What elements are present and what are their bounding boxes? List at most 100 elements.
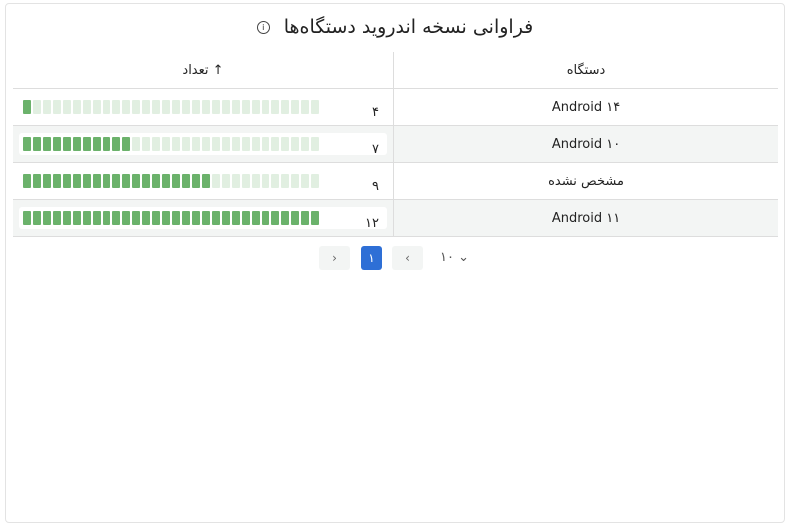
bar-segment [142, 211, 151, 225]
bar-segment [172, 174, 180, 188]
bar-segment [182, 137, 190, 151]
bar-segment [23, 211, 31, 225]
bar-segment [271, 174, 280, 188]
bar-segment [92, 100, 101, 114]
bar-segment [182, 211, 190, 225]
bar-segment [201, 174, 210, 188]
table-row: Android ۱۰ ۷ [13, 125, 778, 163]
bar-segment [122, 137, 131, 151]
bar-segment [142, 174, 151, 188]
pagination: › ۱ ‹ ۱۰ ⌄ [0, 246, 791, 270]
device-cell: Android ۱۱ [393, 199, 778, 237]
count-value: ۷ [372, 142, 379, 157]
bar-segment [201, 137, 210, 151]
prev-page-button[interactable]: ‹ [392, 246, 423, 270]
count-value: ۹ [372, 179, 379, 194]
bar-segment [211, 137, 220, 151]
bar-segment [32, 137, 41, 151]
chevron-down-icon: ⌄ [458, 250, 470, 265]
bar-segment [271, 100, 280, 114]
bar-segment [301, 211, 310, 225]
bar-segment [281, 100, 290, 114]
bar-segment [191, 211, 200, 225]
bar-segment [311, 100, 320, 114]
bar-segment [92, 137, 101, 151]
bar-segment [52, 211, 61, 225]
bar-segment [62, 211, 71, 225]
bar-segment [162, 211, 171, 225]
bar-segment [271, 137, 280, 151]
count-cell: ۹ [13, 162, 394, 200]
bar-segment [112, 100, 121, 114]
bar-segment [32, 211, 41, 225]
bar-segment [82, 174, 91, 188]
bar-segment [23, 174, 31, 188]
bar-segment [251, 137, 260, 151]
page-size-select[interactable]: ۱۰ ⌄ [440, 246, 469, 270]
bar-segment [42, 174, 51, 188]
count-bar [23, 100, 320, 114]
bar-segment [82, 211, 91, 225]
bar-segment [241, 211, 250, 225]
bar-segment [221, 137, 230, 151]
bar-segment [221, 174, 230, 188]
sort-arrow-icon: ↑ [212, 62, 224, 78]
bar-segment [122, 211, 131, 225]
bar-segment [251, 211, 260, 225]
bar-segment [72, 174, 81, 188]
bar-segment [191, 137, 200, 151]
bar-segment [102, 137, 111, 151]
bar-segment [251, 174, 260, 188]
bar-segment [62, 100, 71, 114]
bar-segment [311, 211, 320, 225]
bar-segment [92, 174, 101, 188]
bar-segment [142, 137, 151, 151]
bar-segment [221, 100, 230, 114]
bar-segment [72, 100, 81, 114]
bar-segment [62, 137, 71, 151]
bar-segment [32, 100, 41, 114]
bar-segment [182, 100, 190, 114]
bar-segment [102, 100, 111, 114]
header-count-label: تعداد [182, 62, 209, 78]
page-1-button[interactable]: ۱ [361, 246, 382, 270]
bar-segment [162, 137, 171, 151]
bar-segment [301, 174, 310, 188]
bar-segment [162, 174, 171, 188]
bar-segment [201, 211, 210, 225]
device-cell: مشخص نشده [393, 162, 778, 200]
bar-segment [182, 174, 190, 188]
info-icon[interactable]: i [256, 21, 270, 34]
bar-segment [241, 100, 250, 114]
count-bar [23, 174, 320, 188]
bar-segment [32, 174, 41, 188]
bar-segment [82, 100, 91, 114]
bar-segment [132, 137, 141, 151]
bar-segment [291, 174, 300, 188]
bar-segment [152, 137, 161, 151]
header-count[interactable]: ↑ تعداد [13, 52, 394, 89]
bar-segment [261, 100, 270, 114]
device-cell: Android ۱۴ [393, 88, 778, 126]
bar-segment [261, 137, 270, 151]
bar-segment [231, 100, 240, 114]
bar-segment [231, 211, 240, 225]
next-page-button[interactable]: › [319, 246, 350, 270]
bar-segment [112, 137, 121, 151]
bar-segment [42, 100, 51, 114]
bar-segment [241, 174, 250, 188]
bar-segment [271, 211, 280, 225]
bar-segment [291, 211, 300, 225]
header-device[interactable]: دستگاه [393, 52, 778, 89]
count-bar [23, 211, 320, 225]
title-text: فراوانی نسخه اندروید دستگاه‌ها [283, 16, 534, 38]
bar-segment [52, 137, 61, 151]
bar-segment [52, 174, 61, 188]
bar-segment [42, 211, 51, 225]
bar-segment [42, 137, 51, 151]
bar-segment [211, 174, 220, 188]
bar-segment [281, 137, 290, 151]
bar-segment [132, 174, 141, 188]
bar-segment [201, 100, 210, 114]
bar-segment [62, 174, 71, 188]
